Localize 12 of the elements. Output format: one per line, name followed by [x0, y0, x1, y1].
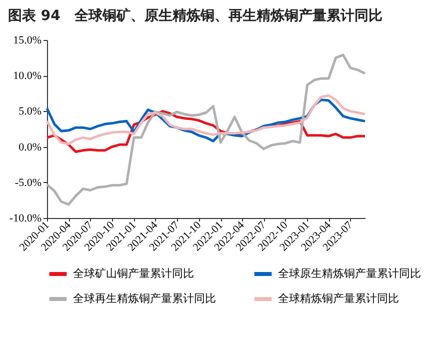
y-tick-label: -5.0% [14, 176, 42, 189]
legend-label: 全球矿山铜产量累计同比 [73, 267, 194, 280]
y-tick-label: 10.0% [13, 70, 42, 82]
chart-title: 图表 94 全球铜矿、原生精炼铜、再生精炼铜产量累计同比 [8, 7, 384, 26]
legend-label: 全球原生精炼铜产量累计同比 [278, 267, 421, 280]
line-series [46, 54, 366, 206]
y-tick-label: 0.0% [18, 141, 42, 154]
y-tick-label: -10.0% [9, 212, 42, 224]
y-tick-label: 5.0% [18, 106, 42, 118]
y-tick-label: 15.0% [13, 34, 42, 46]
legend-label: 全球精炼铜产量累计同比 [278, 292, 399, 305]
legend-label: 全球再生精炼铜产量累计同比 [73, 292, 216, 305]
